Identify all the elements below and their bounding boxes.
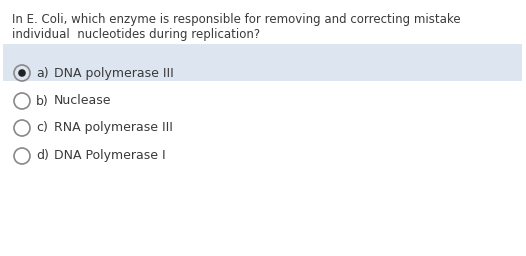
Text: In E. Coli, which enzyme is responsible for removing and correcting mistake: In E. Coli, which enzyme is responsible … [12, 13, 461, 26]
Text: a): a) [36, 67, 48, 80]
Text: b): b) [36, 94, 49, 108]
Text: Nuclease: Nuclease [54, 94, 112, 108]
Text: DNA Polymerase I: DNA Polymerase I [54, 150, 166, 163]
Text: d): d) [36, 150, 49, 163]
Text: individual  nucleotides during replication?: individual nucleotides during replicatio… [12, 28, 260, 41]
Text: c): c) [36, 122, 48, 134]
Text: DNA polymerase III: DNA polymerase III [54, 67, 174, 80]
Bar [3, 44, 522, 81]
Text: RNA polymerase III: RNA polymerase III [54, 122, 173, 134]
Ellipse shape [18, 69, 26, 77]
